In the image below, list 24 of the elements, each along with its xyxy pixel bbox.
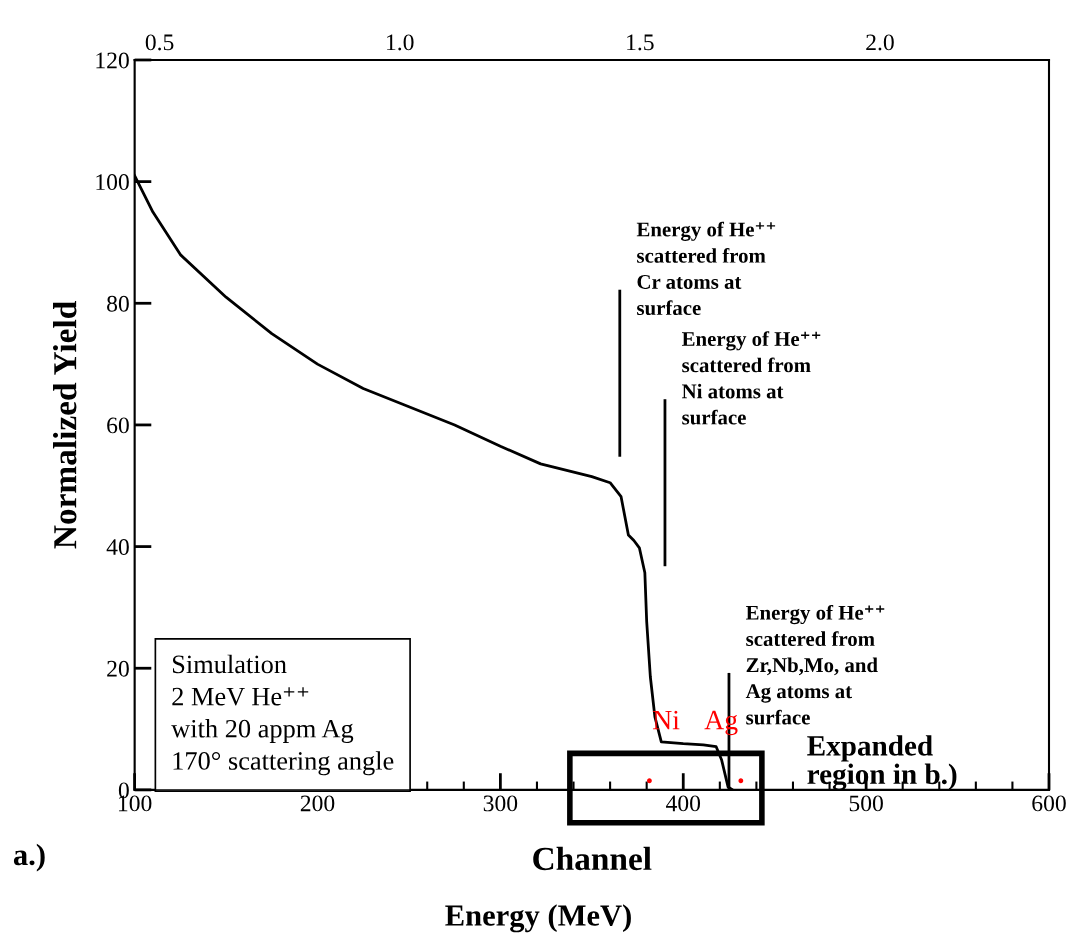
- y-tick-label: 40: [106, 539, 129, 556]
- x-tick-label: 200: [300, 795, 335, 812]
- y-tick-label: 120: [96, 52, 129, 69]
- x-axis-title: Channel: [533, 846, 652, 871]
- x2-tick-label: 1.0: [387, 34, 414, 51]
- x-tick-label: 400: [666, 795, 701, 812]
- y-tick-label: 80: [107, 295, 129, 312]
- x2-tick-label: 1.5: [627, 34, 654, 51]
- x2-tick-label: 0.5: [145, 34, 174, 51]
- x2-axis-title: Energy (MeV): [445, 904, 631, 933]
- annotation: Simulation 2 MeV He⁺⁺ with 20 appm Ag 170° scattering angle: [171, 654, 394, 776]
- x-tick-label: 300: [483, 795, 518, 812]
- annotation: Energy of He⁺⁺ scattered from Cr atoms at surface: [636, 221, 776, 316]
- x2-tick-label: 2.0: [866, 34, 894, 51]
- x-tick-label: 600: [1032, 795, 1066, 812]
- text: a.): [13, 843, 45, 872]
- x-tick-label: 500: [849, 795, 883, 812]
- y-axis-title: Normalized Yield: [53, 301, 77, 549]
- annotation: Energy of He⁺⁺ scattered from Zr,Nb,Mo, and Ag atoms at surface: [745, 604, 885, 725]
- y-tick-label: 20: [107, 660, 129, 677]
- y-tick-label: 100: [96, 174, 129, 191]
- annotation: Expanded region in b.): [807, 735, 957, 791]
- annotation: Energy of He⁺⁺ scattered from Ni atoms at surface: [681, 331, 821, 425]
- y-tick-label: 60: [107, 417, 129, 434]
